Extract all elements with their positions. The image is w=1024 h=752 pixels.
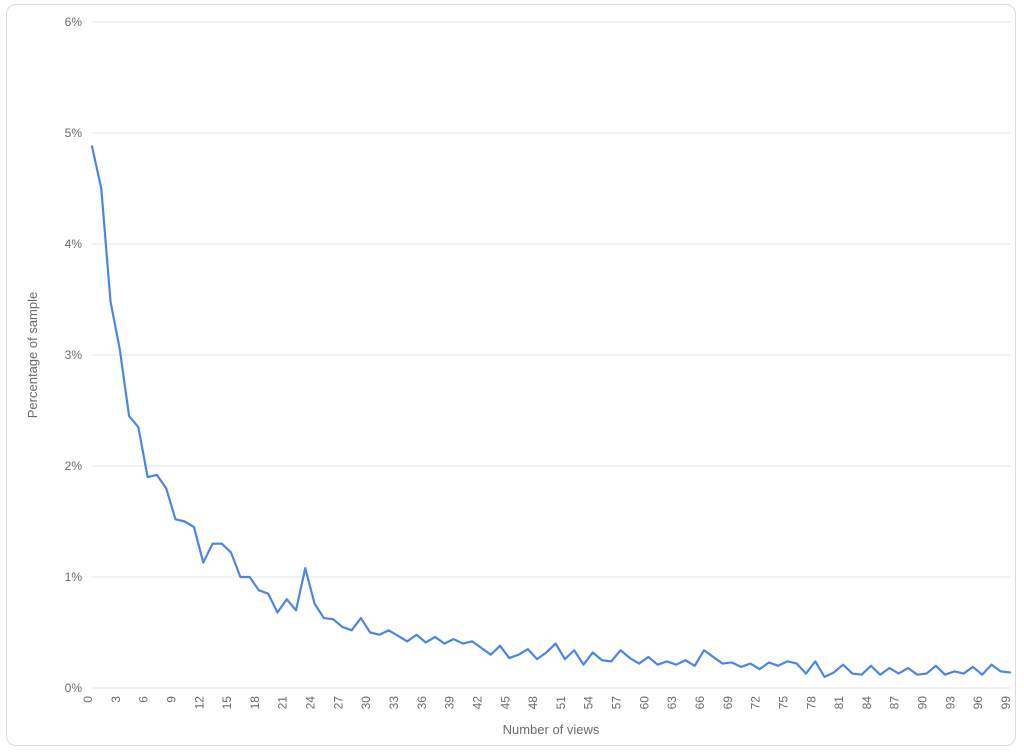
x-tick-label: 33 bbox=[387, 696, 401, 710]
x-tick-label: 63 bbox=[665, 696, 679, 710]
y-tick-label: 3% bbox=[65, 348, 83, 362]
x-tick-label: 27 bbox=[331, 696, 345, 710]
x-tick-label: 54 bbox=[582, 696, 596, 710]
x-tick-label: 96 bbox=[971, 696, 985, 710]
x-tick-label: 24 bbox=[304, 696, 318, 710]
x-tick-label: 66 bbox=[693, 696, 707, 710]
x-tick-label: 84 bbox=[860, 696, 874, 710]
y-tick-label: 6% bbox=[65, 15, 83, 29]
x-tick-label: 0 bbox=[81, 696, 95, 703]
x-axis-label: Number of views bbox=[503, 722, 600, 737]
x-tick-label: 99 bbox=[999, 696, 1013, 710]
x-tick-label: 72 bbox=[749, 696, 763, 710]
x-tick-label: 60 bbox=[637, 696, 651, 710]
line-chart: 0%1%2%3%4%5%6% 0369121518212427303336394… bbox=[7, 5, 1017, 745]
x-tick-label: 15 bbox=[220, 696, 234, 710]
x-tick-label: 12 bbox=[192, 696, 206, 710]
y-tick-label: 2% bbox=[65, 459, 83, 473]
y-gridlines bbox=[92, 22, 1010, 688]
x-tick-label: 75 bbox=[776, 696, 790, 710]
x-tick-label: 45 bbox=[498, 696, 512, 710]
x-tick-label: 78 bbox=[804, 696, 818, 710]
y-tick-label: 0% bbox=[65, 681, 83, 695]
x-tick-label: 21 bbox=[276, 696, 290, 710]
x-tick-label: 39 bbox=[443, 696, 457, 710]
x-axis-ticks: 0369121518212427303336394245485154576063… bbox=[81, 696, 1013, 710]
x-tick-label: 3 bbox=[109, 696, 123, 703]
x-tick-label: 30 bbox=[359, 696, 373, 710]
x-tick-label: 93 bbox=[943, 696, 957, 710]
x-tick-label: 87 bbox=[888, 696, 902, 710]
x-tick-label: 90 bbox=[916, 696, 930, 710]
x-tick-label: 81 bbox=[832, 696, 846, 710]
chart-frame: 0%1%2%3%4%5%6% 0369121518212427303336394… bbox=[6, 4, 1016, 746]
x-tick-label: 69 bbox=[721, 696, 735, 710]
x-tick-label: 51 bbox=[554, 696, 568, 710]
y-axis-label: Percentage of sample bbox=[25, 292, 40, 418]
data-series-line bbox=[92, 146, 1010, 677]
x-tick-label: 9 bbox=[164, 696, 178, 703]
x-tick-label: 6 bbox=[137, 696, 151, 703]
x-tick-label: 57 bbox=[610, 696, 624, 710]
y-tick-label: 1% bbox=[65, 570, 83, 584]
x-tick-label: 18 bbox=[248, 696, 262, 710]
x-tick-label: 36 bbox=[415, 696, 429, 710]
y-tick-label: 5% bbox=[65, 126, 83, 140]
x-tick-label: 42 bbox=[470, 696, 484, 710]
y-tick-label: 4% bbox=[65, 237, 83, 251]
x-tick-label: 48 bbox=[526, 696, 540, 710]
y-axis-ticks: 0% 1% 2% 3% 4% 5% 6% bbox=[65, 15, 83, 695]
